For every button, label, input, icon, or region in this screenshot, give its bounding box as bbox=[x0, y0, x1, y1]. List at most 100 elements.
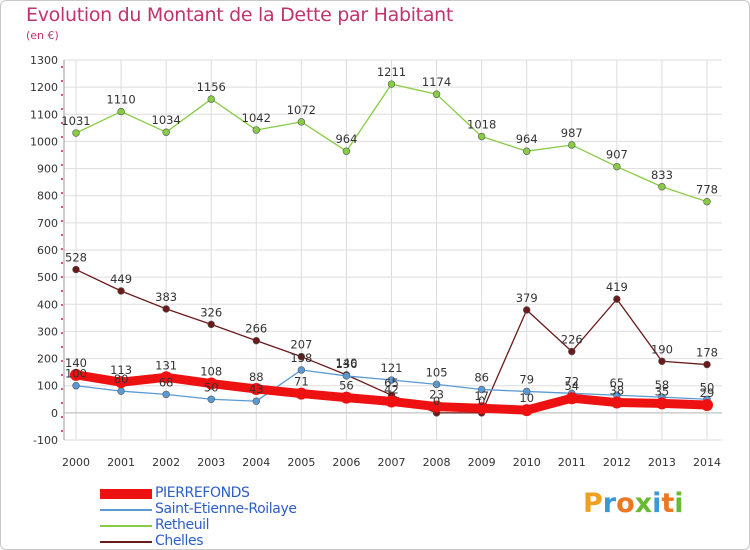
data-label-chelles: 0 bbox=[478, 394, 485, 408]
data-point-retheuil bbox=[207, 95, 215, 103]
data-label-chelles: 140 bbox=[335, 356, 357, 370]
data-point-retheuil bbox=[117, 107, 125, 116]
data-point-chelles bbox=[613, 295, 621, 303]
data-point-pierrefonds bbox=[701, 398, 713, 411]
data-point-pierrefonds bbox=[250, 382, 263, 395]
data-label-pierrefonds: 23 bbox=[429, 388, 444, 402]
data-point-saint-etienne-roilaye bbox=[117, 387, 125, 395]
data-label-retheuil: 987 bbox=[561, 126, 583, 140]
data-label-retheuil: 1211 bbox=[377, 65, 406, 79]
data-label-saint-etienne-roilaye: 100 bbox=[65, 367, 87, 381]
data-label-retheuil: 833 bbox=[651, 168, 673, 182]
data-label-saint-etienne-roilaye: 50 bbox=[700, 380, 715, 394]
axis-tick-mark bbox=[61, 66, 63, 68]
y-tick-label: 1100 bbox=[30, 108, 58, 121]
proxiti-logo: Proxiti bbox=[583, 488, 684, 519]
data-point-pierrefonds bbox=[610, 396, 623, 409]
data-label-retheuil: 907 bbox=[606, 148, 628, 162]
logo-letter: i bbox=[652, 488, 662, 519]
x-tick-label: 2010 bbox=[513, 456, 541, 469]
x-tick-label: 2009 bbox=[468, 456, 496, 469]
axis-tick-mark bbox=[61, 276, 63, 278]
data-label-saint-etienne-roilaye: 65 bbox=[610, 376, 625, 390]
axis-tick-mark bbox=[61, 346, 63, 348]
y-tick-label: 1300 bbox=[30, 54, 58, 67]
data-label-chelles: 65 bbox=[384, 376, 399, 390]
axis-tick-mark bbox=[61, 94, 63, 96]
legend-label-pierrefonds: PIERREFONDS bbox=[155, 485, 250, 501]
data-point-chelles bbox=[297, 352, 306, 361]
axis-tick-mark bbox=[61, 290, 63, 292]
data-point-saint-etienne-roilaye bbox=[523, 387, 531, 396]
data-label-chelles: 528 bbox=[65, 251, 87, 265]
data-label-pierrefonds: 131 bbox=[155, 358, 177, 372]
y-tick-label: 700 bbox=[37, 217, 58, 230]
y-tick-label: 200 bbox=[37, 353, 58, 366]
data-label-pierrefonds: 42 bbox=[384, 382, 399, 396]
data-point-retheuil bbox=[72, 129, 80, 137]
data-point-saint-etienne-roilaye bbox=[342, 372, 351, 380]
y-tick-label: 100 bbox=[37, 380, 58, 393]
data-point-pierrefonds bbox=[160, 371, 173, 384]
data-point-pierrefonds bbox=[340, 391, 353, 404]
data-label-retheuil: 964 bbox=[335, 132, 357, 146]
data-label-retheuil: 1042 bbox=[242, 111, 271, 125]
data-label-pierrefonds: 140 bbox=[65, 356, 87, 370]
y-tick-label: 600 bbox=[37, 244, 58, 257]
x-tick-label: 2007 bbox=[378, 456, 406, 469]
data-point-saint-etienne-roilaye bbox=[252, 397, 260, 405]
axis-tick-mark bbox=[61, 164, 63, 166]
y-tick-label: 1200 bbox=[30, 81, 58, 94]
data-label-pierrefonds: 29 bbox=[700, 386, 715, 400]
data-point-saint-etienne-roilaye bbox=[207, 395, 215, 403]
data-label-pierrefonds: 38 bbox=[610, 384, 625, 398]
data-point-saint-etienne-roilaye bbox=[297, 366, 306, 374]
data-point-retheuil bbox=[252, 126, 260, 134]
chart-subtitle: (en €) bbox=[26, 29, 59, 42]
x-tick-label: 2002 bbox=[152, 456, 180, 469]
data-point-chelles bbox=[252, 336, 260, 345]
logo-letter: x bbox=[634, 488, 653, 519]
axis-tick-mark bbox=[61, 220, 63, 222]
x-tick-label: 2000 bbox=[62, 456, 90, 469]
y-tick-label: 800 bbox=[37, 190, 58, 203]
axis-tick-mark bbox=[61, 234, 63, 236]
chart-title: Evolution du Montant de la Dette par Hab… bbox=[26, 4, 454, 26]
data-point-retheuil bbox=[477, 132, 486, 141]
data-point-pierrefonds bbox=[385, 395, 398, 408]
axis-tick-mark bbox=[61, 304, 63, 306]
y-tick-label: 300 bbox=[37, 325, 58, 338]
data-label-retheuil: 1031 bbox=[61, 114, 90, 128]
axis-tick-mark bbox=[61, 136, 63, 138]
data-point-retheuil bbox=[432, 90, 441, 98]
logo-letter: i bbox=[674, 488, 684, 519]
data-point-saint-etienne-roilaye bbox=[72, 382, 80, 390]
data-point-chelles bbox=[658, 357, 666, 365]
data-point-pierrefonds bbox=[565, 392, 578, 405]
data-label-pierrefonds: 35 bbox=[655, 384, 670, 398]
data-label-pierrefonds: 17 bbox=[474, 389, 489, 403]
axis-tick-mark bbox=[61, 122, 63, 124]
y-tick-label: 900 bbox=[37, 163, 58, 176]
data-label-saint-etienne-roilaye: 121 bbox=[381, 361, 403, 375]
data-label-saint-etienne-roilaye: 158 bbox=[290, 351, 312, 365]
legend-label-chelles: Chelles bbox=[155, 533, 204, 549]
axis-tick-mark bbox=[61, 206, 63, 208]
data-point-retheuil bbox=[568, 141, 576, 149]
axis-tick-mark bbox=[61, 192, 63, 194]
x-tick-label: 2003 bbox=[197, 456, 225, 469]
data-label-pierrefonds: 113 bbox=[110, 363, 132, 377]
data-label-pierrefonds: 108 bbox=[200, 365, 222, 379]
axis-tick-mark bbox=[61, 178, 63, 180]
data-label-chelles: 178 bbox=[696, 346, 718, 360]
data-label-saint-etienne-roilaye: 136 bbox=[335, 357, 357, 371]
data-point-pierrefonds bbox=[205, 377, 218, 390]
legend-label-retheuil: Retheuil bbox=[155, 517, 210, 533]
axis-tick-mark bbox=[61, 388, 63, 390]
data-label-pierrefonds: 56 bbox=[339, 379, 354, 393]
x-tick-label: 2012 bbox=[603, 456, 631, 469]
data-point-retheuil bbox=[162, 128, 170, 136]
axis-tick-mark bbox=[61, 402, 63, 404]
legend-label-saint-etienne-roilaye: Saint-Etienne-Roilaye bbox=[155, 501, 297, 517]
